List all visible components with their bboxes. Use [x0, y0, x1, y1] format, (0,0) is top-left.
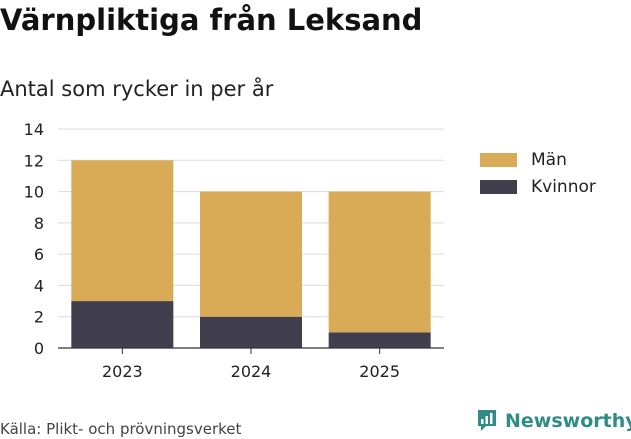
newsworthy-logo-icon: [478, 410, 496, 431]
x-tick-label-2023: 2023: [102, 362, 143, 381]
chart-title: Värnpliktiga från Leksand: [0, 3, 423, 37]
x-tick-label-2024: 2024: [231, 362, 272, 381]
y-tick-label-4: 4: [34, 276, 44, 295]
y-tick-label-14: 14: [24, 120, 44, 139]
bar-kvinnor-2024: [200, 316, 302, 348]
legend-item-kvinnor: Kvinnor: [480, 173, 596, 200]
newsworthy-logo: Newsworthy: [476, 408, 631, 433]
bar-m-n-2025: [328, 191, 431, 333]
legend-label-kvinnor: Kvinnor: [531, 176, 596, 197]
legend-swatch-kvinnor: [480, 179, 517, 194]
chart-subtitle: Antal som rycker in per år: [0, 77, 274, 101]
bar-m-n-2024: [200, 191, 302, 317]
y-tick-label-10: 10: [24, 183, 44, 202]
bar-kvinnor-2023: [71, 301, 174, 348]
y-tick-label-2: 2: [34, 308, 44, 327]
legend-swatch-man: [480, 152, 517, 167]
source-note: Källa: Plikt- och prövningsverket: [0, 420, 242, 438]
y-tick-label-12: 12: [24, 151, 44, 170]
bar-m-n-2023: [71, 160, 174, 302]
y-tick-label-6: 6: [34, 245, 44, 264]
chart-legend: Män Kvinnor: [480, 146, 596, 200]
legend-item-man: Män: [480, 146, 596, 173]
newsworthy-logo-text: Newsworthy: [505, 409, 631, 432]
x-tick-label-2025: 2025: [359, 362, 400, 381]
bar-kvinnor-2025: [328, 332, 431, 348]
legend-label-man: Män: [531, 149, 567, 170]
y-tick-label-8: 8: [34, 214, 44, 233]
y-tick-label-0: 0: [34, 339, 44, 358]
